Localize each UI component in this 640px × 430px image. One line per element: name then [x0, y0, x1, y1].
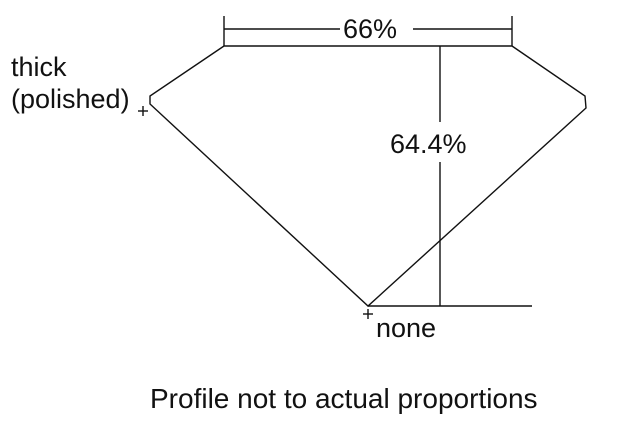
caption: Profile not to actual proportions: [150, 383, 538, 414]
diamond-outline: [149, 45, 587, 307]
girdle-label-line1: thick: [11, 52, 67, 82]
total-depth-label: 64.4%: [390, 129, 467, 159]
girdle-label-line2: (polished): [11, 84, 130, 114]
culet-label: none: [376, 313, 437, 343]
table-width-label: 66%: [343, 14, 398, 44]
